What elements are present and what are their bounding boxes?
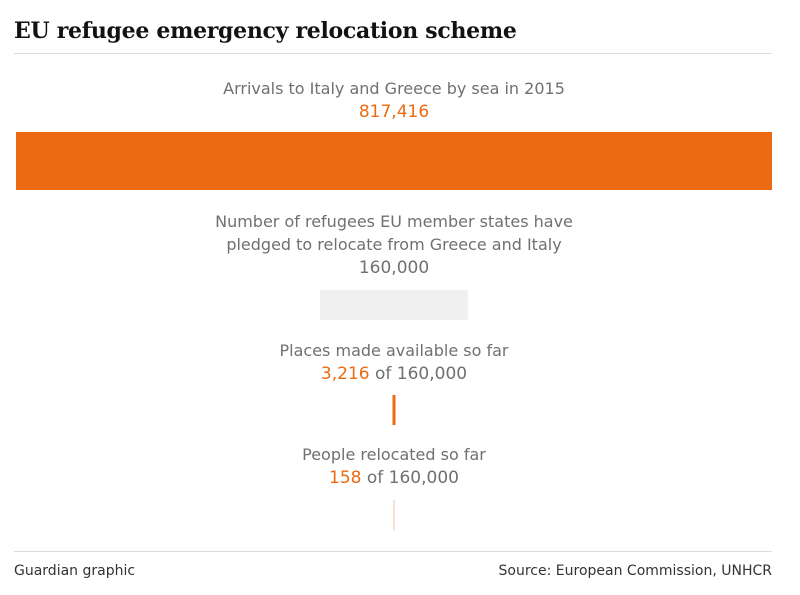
value-label: 160,000	[359, 258, 429, 278]
credit-text: Guardian graphic	[14, 563, 136, 579]
chart-title: EU refugee emergency relocation scheme	[14, 18, 517, 44]
bottom-divider	[14, 551, 772, 552]
category-label: pledged to relocate from Greece and Ital…	[226, 235, 561, 254]
value-label: 817,416	[359, 102, 429, 122]
value-label: 3,216 of 160,000	[321, 364, 467, 384]
top-divider	[14, 53, 772, 54]
category-label: People relocated so far	[302, 445, 486, 464]
bar	[393, 500, 395, 530]
category-label: Places made available so far	[280, 341, 509, 360]
value-label: 158 of 160,000	[329, 468, 459, 488]
category-label: Number of refugees EU member states have	[215, 212, 573, 231]
category-label: Arrivals to Italy and Greece by sea in 2…	[223, 79, 565, 98]
bar	[392, 395, 396, 425]
bar	[320, 290, 468, 320]
chart: Arrivals to Italy and Greece by sea in 2…	[16, 79, 772, 530]
bar	[16, 132, 772, 190]
source-text: Source: European Commission, UNHCR	[498, 563, 772, 579]
